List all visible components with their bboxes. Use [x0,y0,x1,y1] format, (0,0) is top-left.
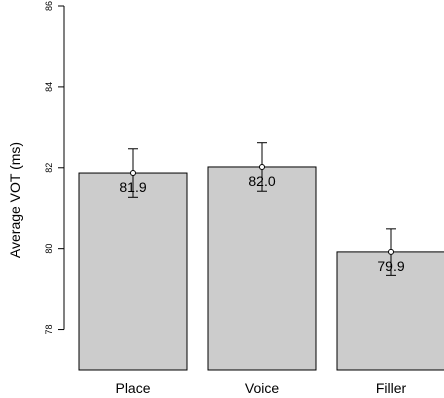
y-tick-label: 78 [44,325,54,335]
y-tick-label: 84 [44,82,54,92]
y-tick-label: 80 [44,244,54,254]
value-label-voice: 82.0 [248,173,275,189]
mean-point [259,163,265,170]
value-labels: 81.9 82.0 79.9 [119,173,404,274]
error-bars [128,142,396,276]
x-tick-label-place: Place [115,380,150,396]
mean-point [388,248,394,255]
mean-point [130,170,136,177]
bars [78,166,444,371]
x-tick-label-filler: Filler [376,380,407,396]
y-axis: 78 80 82 84 86 [44,1,65,335]
x-tick-label-voice: Voice [245,380,279,396]
y-axis-title: Average VOT (ms) [7,142,23,258]
y-tick-label: 82 [44,163,54,173]
value-label-filler: 79.9 [377,258,404,274]
x-axis-labels: Place Voice Filler [115,380,406,396]
value-label-place: 81.9 [119,179,146,195]
y-tick-label: 86 [44,1,54,11]
bar-place [78,172,188,371]
bar-voice [207,166,317,371]
